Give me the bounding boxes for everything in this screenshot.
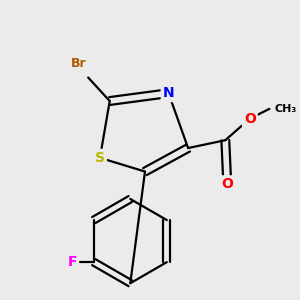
Text: O: O (221, 177, 233, 191)
Text: F: F (68, 255, 77, 269)
Text: Br: Br (70, 57, 86, 70)
Text: O: O (244, 112, 256, 126)
Text: S: S (95, 151, 105, 165)
Text: N: N (163, 86, 174, 100)
Text: CH₃: CH₃ (274, 104, 297, 114)
